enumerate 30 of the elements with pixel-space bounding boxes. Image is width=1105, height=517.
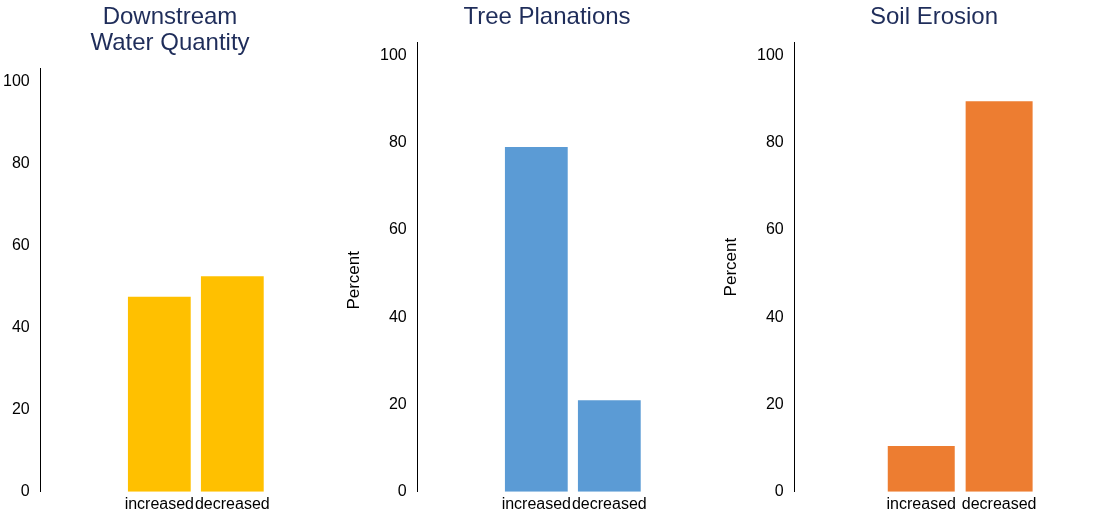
chart-title: Soil Erosion bbox=[869, 1, 999, 29]
y-tick-label: 100 bbox=[756, 45, 784, 63]
y-tick-label: 100 bbox=[379, 45, 407, 63]
y-axis-title: Percent bbox=[720, 237, 740, 297]
y-tick-label: 100 bbox=[2, 71, 30, 89]
x-tick-label: decreased bbox=[961, 494, 1037, 512]
y-tick-label: 20 bbox=[11, 400, 30, 418]
x-tick-label: decreased bbox=[571, 494, 647, 512]
y-tick-label: 60 bbox=[765, 220, 784, 238]
y-tick-label: 40 bbox=[388, 307, 407, 325]
text: Water Quantity bbox=[90, 28, 250, 56]
y-tick-label: 80 bbox=[11, 153, 30, 171]
y-tick-label: 0 bbox=[397, 482, 407, 500]
y-tick-label: 60 bbox=[11, 235, 30, 253]
x-tick-label: increased bbox=[124, 494, 195, 512]
y-tick-label: 80 bbox=[388, 133, 407, 151]
x-tick-label: decreased bbox=[194, 494, 270, 512]
y-tick-label: 20 bbox=[765, 394, 784, 412]
chart-title: Tree Planations bbox=[463, 1, 631, 29]
y-tick-label: 80 bbox=[765, 133, 784, 151]
y-tick-label: 60 bbox=[388, 220, 407, 238]
y-axis-title: Percent bbox=[343, 250, 363, 310]
x-tick-label: increased bbox=[501, 494, 572, 512]
text: Downstream bbox=[102, 1, 238, 29]
y-tick-label: 20 bbox=[388, 394, 407, 412]
x-tick-label: increased bbox=[886, 494, 956, 512]
y-tick-label: 0 bbox=[20, 482, 30, 500]
y-tick-label: 40 bbox=[765, 307, 784, 325]
y-tick-label: 40 bbox=[11, 317, 30, 335]
y-tick-label: 0 bbox=[774, 482, 784, 500]
